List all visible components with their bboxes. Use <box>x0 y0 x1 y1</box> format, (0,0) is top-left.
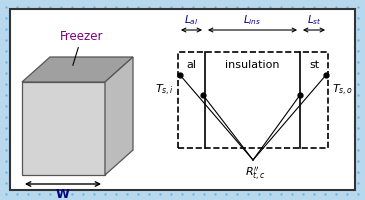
Bar <box>178 53 328 148</box>
Text: insulation: insulation <box>225 60 280 70</box>
Text: W: W <box>56 187 70 200</box>
Text: $L_{ins}$: $L_{ins}$ <box>243 13 261 27</box>
Text: $R^{\prime\prime}_{t,c}$: $R^{\prime\prime}_{t,c}$ <box>245 165 265 182</box>
Text: $T_{s,i}$: $T_{s,i}$ <box>155 82 174 97</box>
Text: Freezer: Freezer <box>60 30 104 66</box>
Text: $T_{s,o}$: $T_{s,o}$ <box>332 82 353 97</box>
Text: $L_{st}$: $L_{st}$ <box>307 13 321 27</box>
Polygon shape <box>22 58 133 83</box>
Polygon shape <box>22 83 105 175</box>
Text: $L_{al}$: $L_{al}$ <box>184 13 199 27</box>
Polygon shape <box>105 58 133 175</box>
Text: st: st <box>309 60 319 70</box>
Text: al: al <box>187 60 196 70</box>
